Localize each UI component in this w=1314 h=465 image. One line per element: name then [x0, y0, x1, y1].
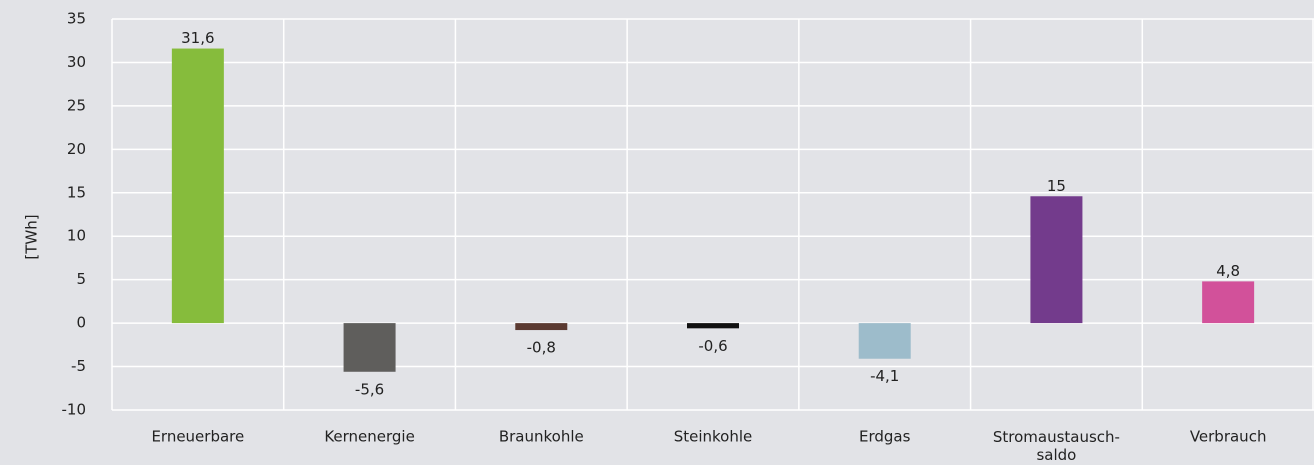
x-tick-label: Steinkohle [674, 428, 753, 446]
value-label: 31,6 [181, 29, 214, 47]
bar [858, 323, 911, 359]
value-label: -5,6 [355, 380, 384, 398]
x-tick-label: Erneuerbare [151, 428, 244, 446]
y-tick-label: 20 [67, 140, 86, 158]
y-tick-label: 10 [67, 227, 86, 245]
x-tick-label: Braunkohle [499, 428, 584, 446]
x-tick-label: Erdgas [859, 428, 911, 446]
bar [515, 323, 568, 331]
y-tick-label: 30 [67, 53, 86, 71]
bar [343, 323, 396, 372]
bar [1202, 281, 1255, 324]
bar [1030, 196, 1083, 324]
y-tick-label: 5 [76, 270, 86, 288]
y-tick-label: 25 [67, 96, 86, 114]
bar [687, 323, 739, 329]
bar [171, 48, 224, 324]
y-tick-label: 15 [67, 183, 86, 201]
x-tick-label: Stromaustausch-saldo [993, 428, 1120, 464]
y-tick-label: -5 [71, 357, 86, 375]
value-label: 15 [1047, 177, 1066, 195]
y-tick-label: -10 [62, 401, 87, 419]
y-tick-label: 0 [76, 314, 86, 332]
y-tick-label: 35 [67, 10, 86, 28]
y-axis-label: [TWh] [23, 214, 41, 259]
value-label: -4,1 [870, 367, 899, 385]
value-label: -0,8 [527, 339, 556, 357]
value-label: -0,6 [698, 337, 727, 355]
x-tick-label: Verbrauch [1190, 428, 1267, 446]
value-label: 4,8 [1216, 262, 1240, 280]
x-tick-label: Kernenergie [324, 428, 415, 446]
